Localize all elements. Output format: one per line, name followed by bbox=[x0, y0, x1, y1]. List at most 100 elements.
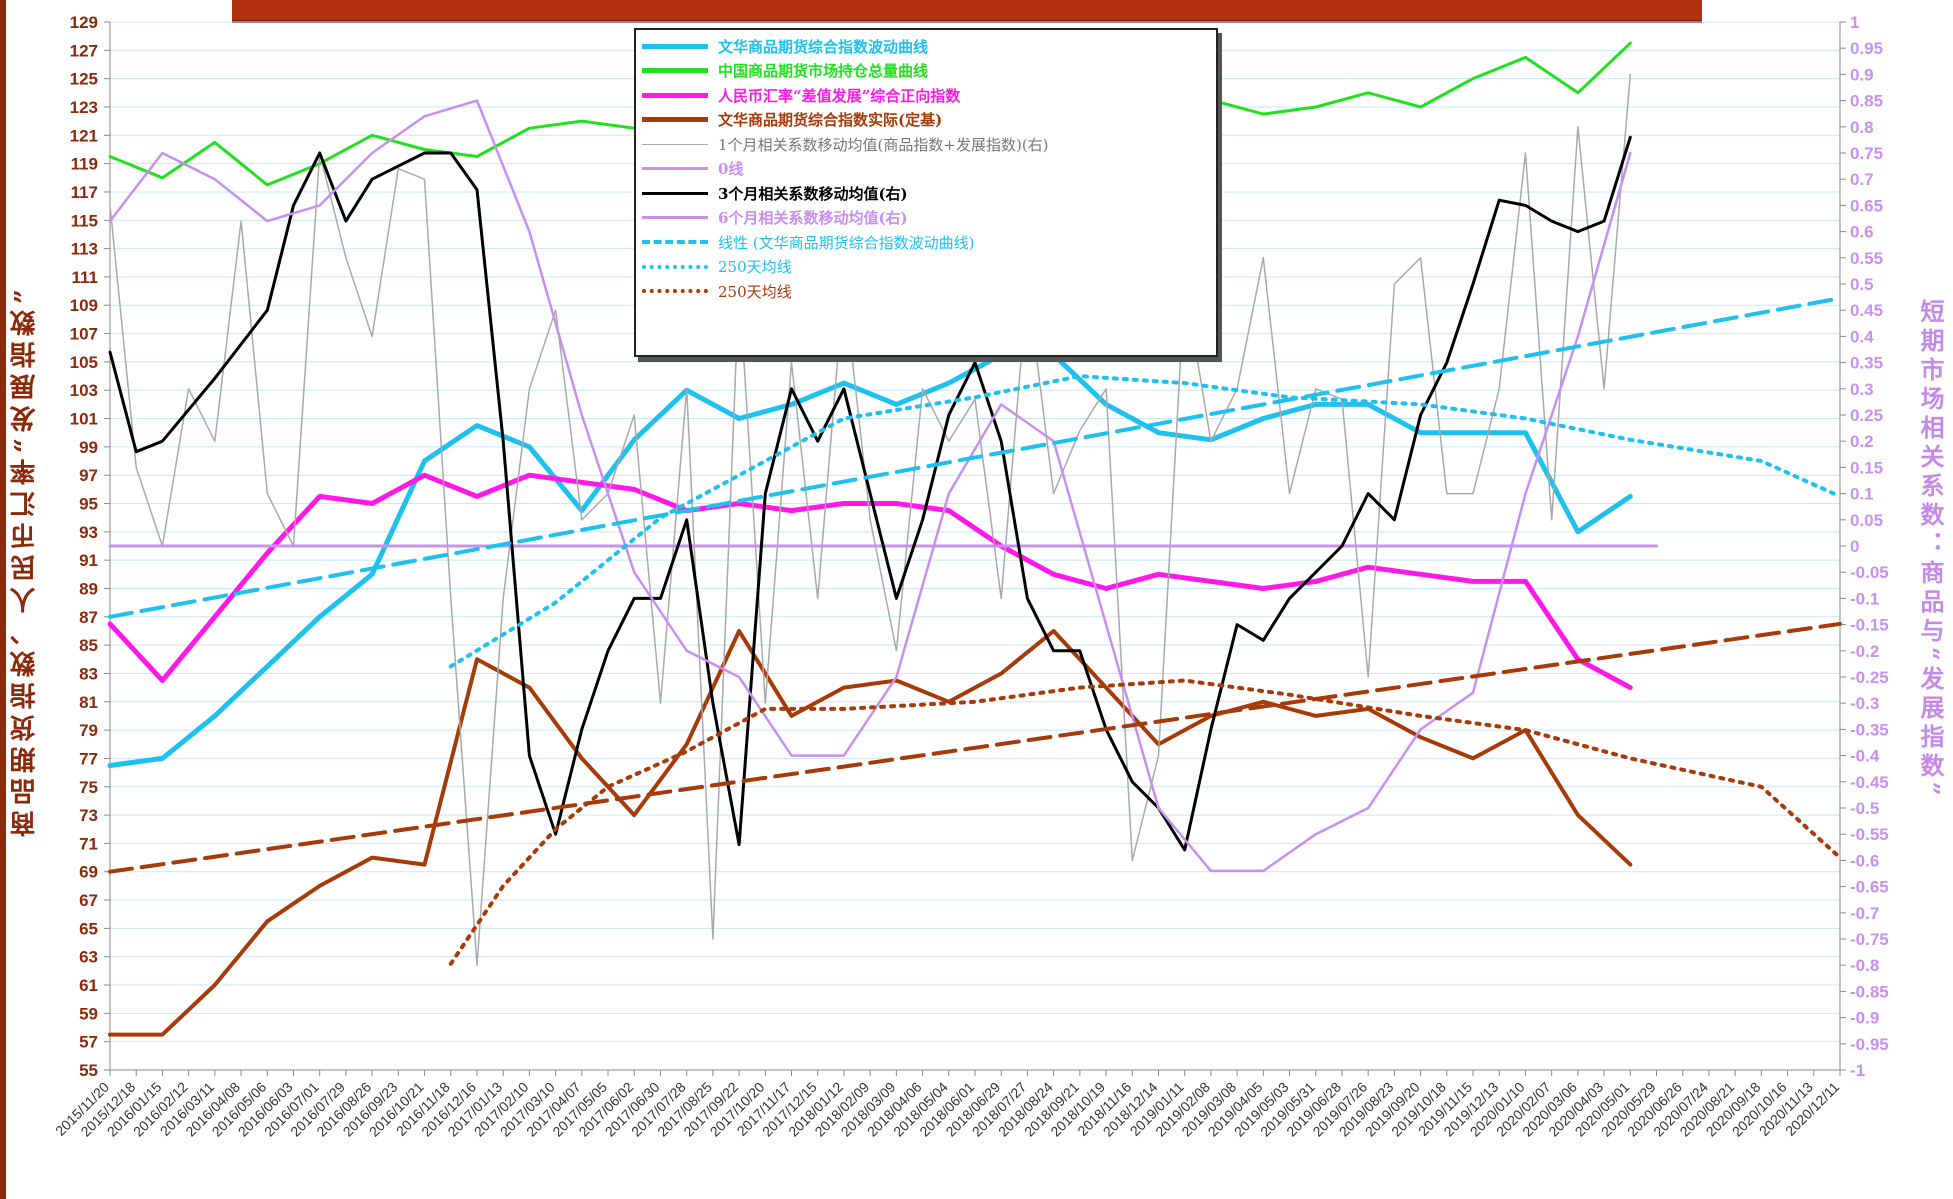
right-tick-label: 0.65 bbox=[1850, 196, 1883, 215]
right-tick-label: 0.9 bbox=[1850, 65, 1874, 84]
legend-item: 线性 (文华商品期货综合指数波动曲线) bbox=[636, 230, 1216, 254]
right-tick-label: 0.6 bbox=[1850, 223, 1874, 242]
left-tick-label: 79 bbox=[79, 721, 98, 740]
left-tick-label: 69 bbox=[79, 863, 98, 882]
left-tick-label: 71 bbox=[79, 834, 98, 853]
right-tick-label: -0.4 bbox=[1850, 747, 1880, 766]
right-tick-label: -0.75 bbox=[1850, 930, 1889, 949]
right-tick-label: 0.75 bbox=[1850, 144, 1883, 163]
legend-label: 文华商品期货综合指数波动曲线 bbox=[718, 37, 929, 56]
right-tick-label: 0.95 bbox=[1850, 39, 1883, 58]
left-tick-label: 115 bbox=[71, 211, 98, 230]
right-tick-label: 0.45 bbox=[1850, 301, 1883, 320]
legend-label: 3个月相关系数移动均值(右) bbox=[718, 184, 908, 203]
right-axis-label: 短期市场相关系数：商品与“发展指数” bbox=[1916, 299, 1945, 801]
left-tick-label: 91 bbox=[79, 551, 98, 570]
legend-swatch bbox=[642, 289, 708, 293]
right-tick-label: 0.15 bbox=[1850, 458, 1883, 477]
left-tick-label: 111 bbox=[72, 268, 99, 287]
left-tick-label: 107 bbox=[70, 325, 98, 344]
left-tick-label: 97 bbox=[79, 466, 98, 485]
right-tick-label: -0.9 bbox=[1850, 1009, 1879, 1028]
series-line bbox=[108, 621, 1842, 874]
left-tick-label: 57 bbox=[79, 1033, 98, 1052]
legend-label: 250天均线 bbox=[718, 282, 792, 301]
left-tick-label: 85 bbox=[79, 636, 98, 655]
legend-swatch bbox=[642, 117, 708, 122]
right-tick-label: -0.05 bbox=[1850, 563, 1889, 582]
legend-label: 中国商品期货市场持仓总量曲线 bbox=[718, 62, 929, 80]
left-tick-label: 75 bbox=[79, 778, 98, 797]
right-tick-label: -1 bbox=[1850, 1061, 1865, 1080]
legend-label: 250天均线 bbox=[718, 258, 792, 276]
legend-label: 人民币汇率“差值发展”综合正向指数 bbox=[718, 86, 961, 105]
right-tick-label: -0.55 bbox=[1850, 825, 1889, 844]
right-tick-label: 0 bbox=[1850, 537, 1859, 556]
left-tick-label: 93 bbox=[79, 523, 98, 542]
right-tick-label: 0.25 bbox=[1850, 406, 1883, 425]
left-tick-label: 121 bbox=[70, 126, 98, 145]
legend-swatch bbox=[642, 264, 708, 269]
left-tick-label: 59 bbox=[79, 1004, 98, 1023]
legend-swatch bbox=[642, 216, 708, 219]
right-tick-label: 0.85 bbox=[1850, 92, 1883, 111]
legend-item: 1个月相关系数移动均值(商品指数+发展指数)(右) bbox=[636, 132, 1216, 156]
legend-swatch bbox=[642, 68, 708, 73]
left-tick-label: 89 bbox=[79, 579, 98, 598]
left-tick-label: 103 bbox=[70, 381, 98, 400]
right-tick-label: -0.7 bbox=[1850, 904, 1879, 923]
left-border bbox=[0, 0, 6, 1199]
right-tick-label: -0.1 bbox=[1850, 589, 1879, 608]
left-tick-label: 73 bbox=[79, 806, 98, 825]
right-tick-label: -0.85 bbox=[1850, 982, 1889, 1001]
right-tick-label: -0.6 bbox=[1850, 851, 1879, 870]
left-tick-label: 101 bbox=[70, 410, 98, 429]
legend-item: 文华商品期货综合指数实际(定基) bbox=[636, 108, 1216, 132]
left-tick-label: 87 bbox=[79, 608, 98, 627]
right-tick-label: -0.15 bbox=[1850, 616, 1889, 635]
right-tick-label: -0.65 bbox=[1850, 878, 1889, 897]
legend-swatch bbox=[642, 191, 708, 195]
legend-label: 6个月相关系数移动均值(右) bbox=[718, 209, 908, 227]
right-tick-label: -0.35 bbox=[1850, 720, 1889, 739]
legend-swatch bbox=[642, 43, 708, 49]
left-tick-label: 99 bbox=[79, 438, 98, 457]
right-tick-label: -0.45 bbox=[1850, 773, 1889, 792]
series-line bbox=[107, 472, 1633, 691]
right-tick-label: 0.3 bbox=[1850, 380, 1874, 399]
right-tick-label: 0.4 bbox=[1850, 327, 1874, 346]
legend-item: 文华商品期货综合指数波动曲线 bbox=[636, 34, 1216, 58]
left-tick-label: 125 bbox=[70, 70, 98, 89]
left-tick-label: 127 bbox=[70, 41, 98, 60]
left-tick-label: 129 bbox=[70, 13, 98, 32]
right-tick-label: -0.2 bbox=[1850, 642, 1879, 661]
left-tick-label: 77 bbox=[79, 749, 98, 768]
right-tick-label: 0.5 bbox=[1850, 275, 1874, 294]
legend-swatch bbox=[642, 167, 708, 170]
legend-item: 0线 bbox=[636, 157, 1216, 181]
right-tick-label: 0.1 bbox=[1850, 485, 1874, 504]
left-tick-label: 123 bbox=[70, 98, 98, 117]
right-tick-label: 1 bbox=[1850, 13, 1859, 32]
left-tick-label: 119 bbox=[71, 155, 98, 174]
left-tick-label: 117 bbox=[71, 183, 98, 202]
left-tick-label: 109 bbox=[70, 296, 98, 315]
legend-item: 250天均线 bbox=[636, 255, 1216, 279]
series-line bbox=[448, 678, 1842, 966]
right-tick-label: -0.3 bbox=[1850, 694, 1879, 713]
legend-label: 0线 bbox=[718, 160, 744, 178]
series-line bbox=[448, 374, 1842, 669]
right-tick-label: -0.25 bbox=[1850, 668, 1889, 687]
legend-label: 1个月相关系数移动均值(商品指数+发展指数)(右) bbox=[718, 135, 1049, 154]
left-tick-label: 63 bbox=[79, 948, 98, 967]
legend-swatch bbox=[642, 143, 708, 145]
right-tick-label: 0.55 bbox=[1850, 249, 1883, 268]
series-line bbox=[108, 629, 1633, 1037]
legend-label: 线性 (文华商品期货综合指数波动曲线) bbox=[718, 233, 975, 252]
legend-item: 3个月相关系数移动均值(右) bbox=[636, 181, 1216, 205]
series-line bbox=[108, 99, 1632, 873]
right-tick-label: 0.7 bbox=[1850, 170, 1874, 189]
left-axis-label: 商品期货指数、人民币汇率“发展指数” bbox=[10, 283, 40, 837]
